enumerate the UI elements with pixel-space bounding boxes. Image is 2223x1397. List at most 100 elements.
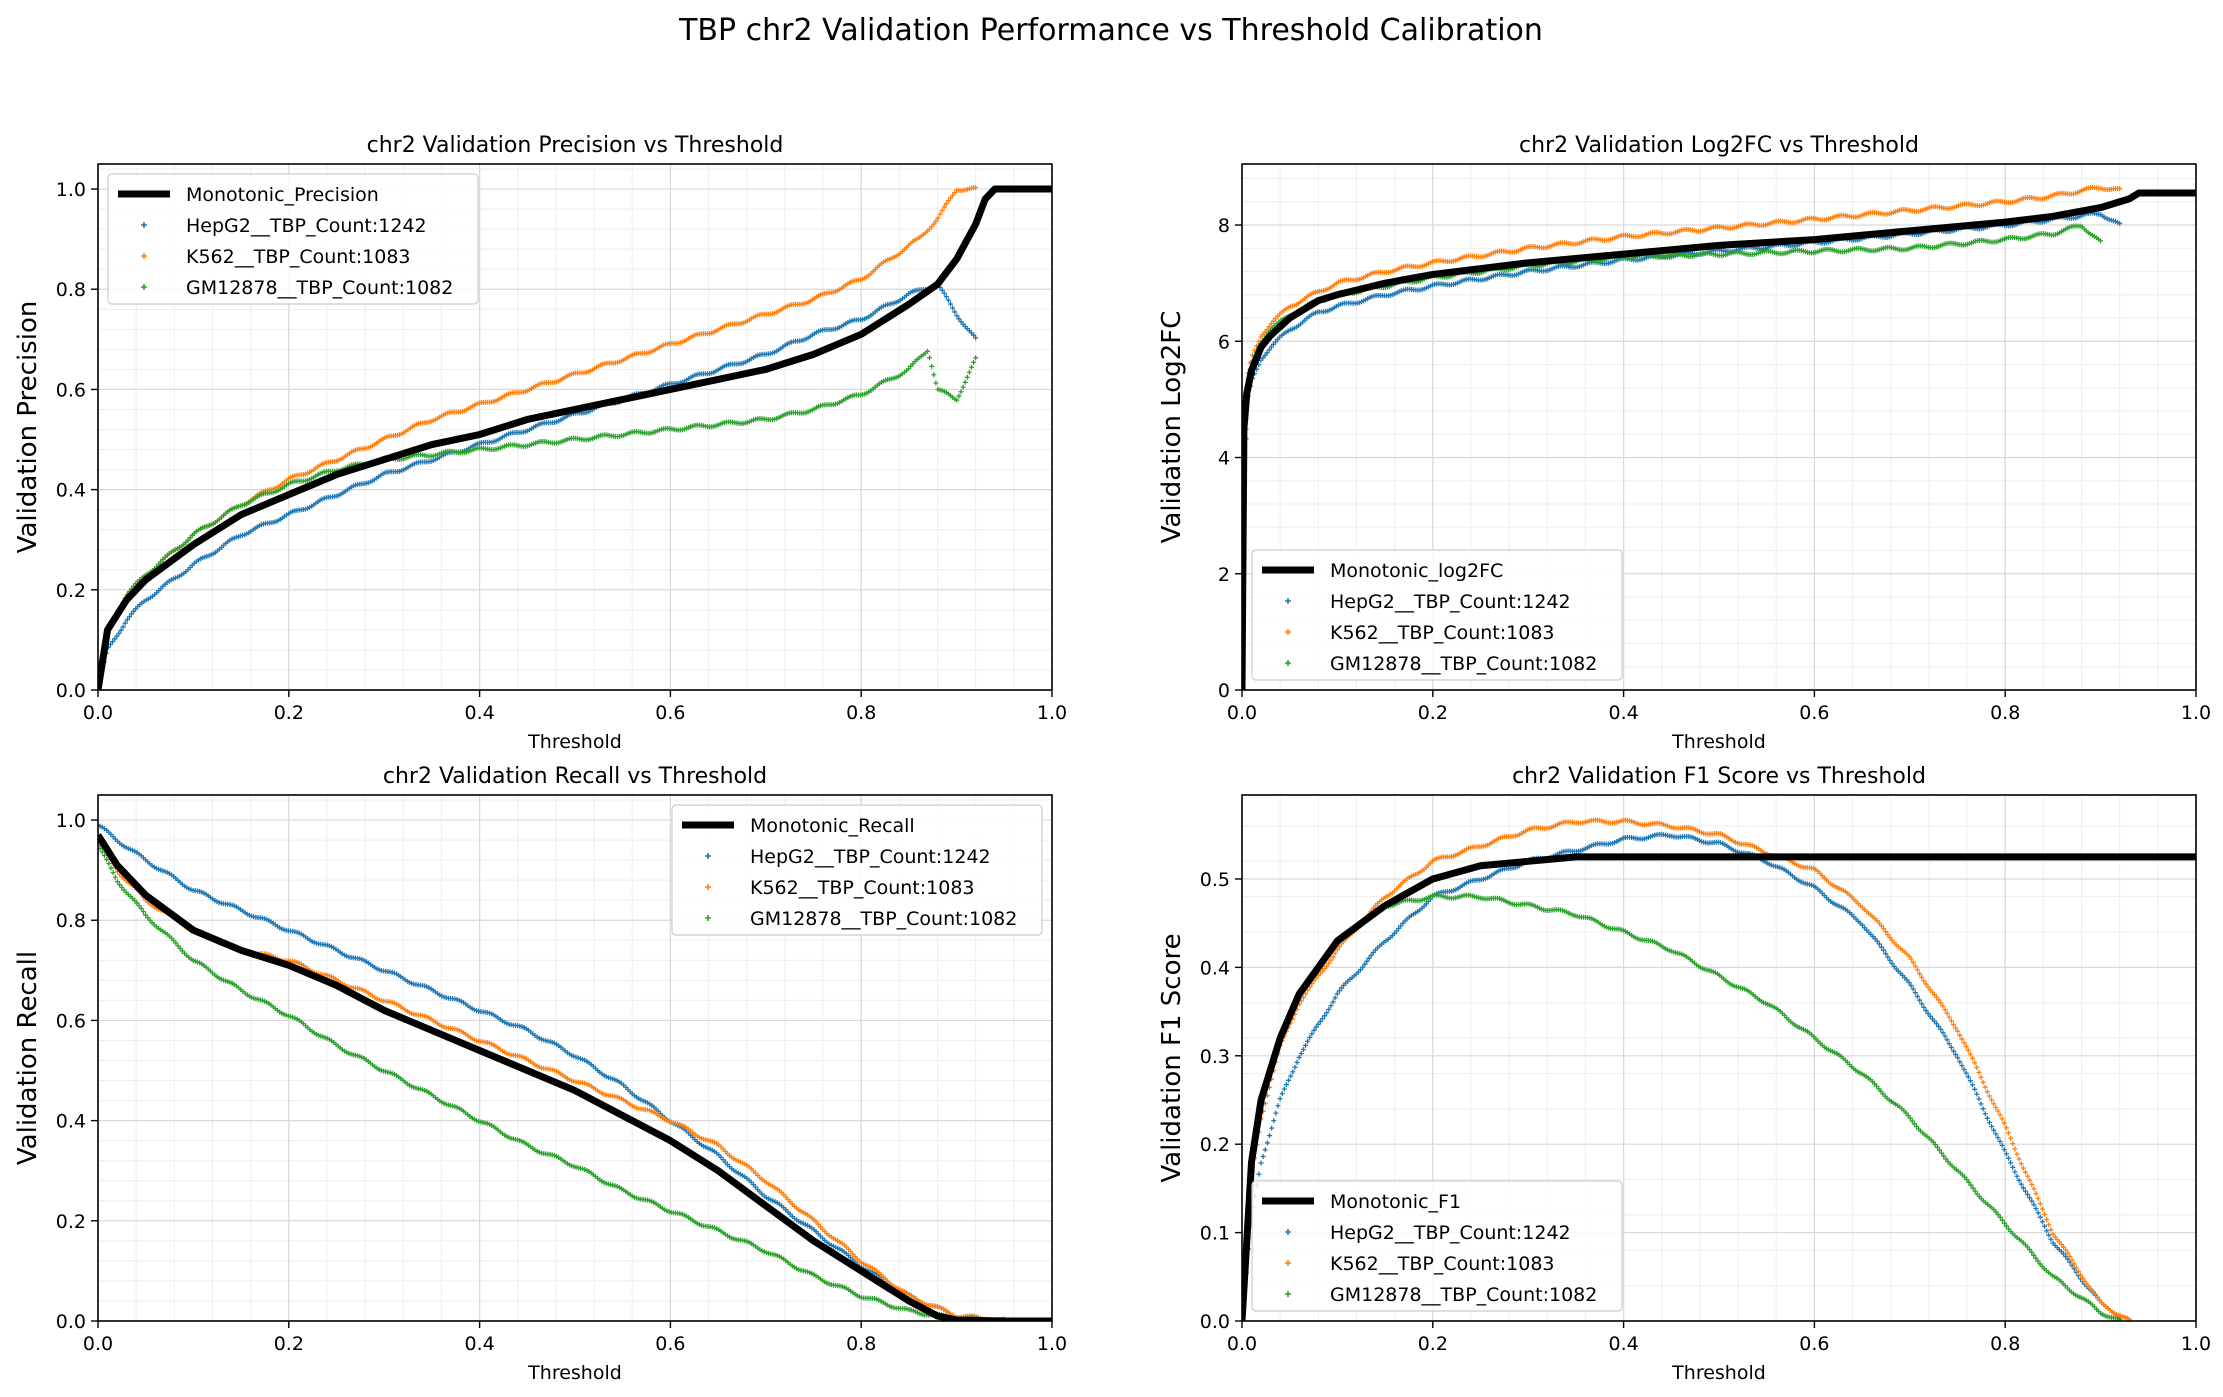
- x-tick-label: 0.0: [1227, 702, 1257, 724]
- legend-box: [671, 804, 1043, 936]
- y-tick-label: 0: [1218, 680, 1230, 702]
- y-tick-label: 0.2: [56, 580, 86, 602]
- y-tick-label: 0.2: [56, 1211, 86, 1233]
- y-tick-label: 0.5: [1200, 869, 1230, 891]
- series-1-points: [98, 282, 979, 690]
- legend-label-monotonic: Monotonic_Recall: [750, 815, 915, 837]
- y-tick-label: 0.3: [1200, 1046, 1230, 1068]
- y-tick-label: 0.4: [56, 1111, 86, 1133]
- subplot-title: chr2 Validation Log2FC vs Threshold: [1519, 133, 1919, 158]
- plot-frame: [1241, 163, 2197, 691]
- series-1: [98, 282, 979, 690]
- x-tick-label: 0.8: [1990, 702, 2020, 724]
- subplot-4: 0.0 0.2 0.4 0.6 0.8 1.0 0.0 0.1 0.2 0.3 0.4 0.5 chr2…: [1157, 764, 2211, 1384]
- y-axis-label: Validation Precision: [13, 301, 43, 554]
- legend-marker-series-3: [705, 915, 711, 921]
- x-tick-label: 0.6: [655, 702, 685, 724]
- x-axis-label: Threshold: [527, 1362, 622, 1384]
- x-axis-label: Threshold: [1671, 1362, 1766, 1384]
- y-tick-label: 0.6: [56, 379, 86, 401]
- legend-label-series-3: GM12878__TBP_Count:1082: [1330, 653, 1597, 675]
- x-tick-label: 0.0: [83, 1333, 113, 1355]
- y-tick-label: 0.0: [1200, 1311, 1230, 1333]
- x-tick-label: 1.0: [2181, 702, 2211, 724]
- y-tick-label: 0.6: [56, 1010, 86, 1032]
- x-tick-label: 0.6: [655, 1333, 685, 1355]
- series-2: [1242, 817, 2132, 1321]
- legend-label-series-2: K562__TBP_Count:1083: [1330, 1253, 1555, 1275]
- x-tick-label: 1.0: [1037, 702, 1067, 724]
- legend-label-monotonic: Monotonic_Precision: [186, 184, 379, 206]
- monotonic-series: [1242, 189, 2196, 690]
- x-tick-label: 0.2: [1418, 1333, 1448, 1355]
- monotonic-line: [1242, 853, 2196, 1321]
- subplot-grid: 0.0 0.2 0.4 0.6 0.8 1.0 0.0 0.2 0.4 0.6 0.8 1.0 chr2…: [13, 133, 2211, 1384]
- monotonic-series: [98, 833, 1052, 1321]
- legend-label-series-1: HepG2__TBP_Count:1242: [750, 846, 991, 868]
- y-tick-label: 6: [1218, 331, 1230, 353]
- x-tick-label: 1.0: [1037, 1333, 1067, 1355]
- monotonic-line: [98, 185, 1052, 690]
- x-tick-label: 0.2: [274, 702, 304, 724]
- legend-box: [1251, 549, 1623, 681]
- legend: Monotonic_Precision HepG2__TBP_Count:1242…: [107, 173, 479, 305]
- y-tick-label: 0.8: [56, 910, 86, 932]
- legend-label-series-3: GM12878__TBP_Count:1082: [186, 277, 453, 299]
- x-tick-label: 0.8: [846, 1333, 876, 1355]
- legend-marker-series-1: [141, 222, 147, 228]
- x-tick-label: 0.4: [1608, 702, 1638, 724]
- legend: Monotonic_F1 HepG2__TBP_Count:1242 K562__T…: [1251, 1180, 1623, 1312]
- monotonic-series: [98, 185, 1052, 690]
- y-tick-label: 0.2: [1200, 1134, 1230, 1156]
- legend-box: [1251, 1180, 1623, 1312]
- subplot-2: 0.0 0.2 0.4 0.6 0.8 1.0 0 2 4 6 8 chr2 Validation L…: [1157, 133, 2211, 753]
- y-tick-label: 0.8: [56, 279, 86, 301]
- y-tick-label: 0.4: [56, 480, 86, 502]
- plot-frame: [97, 163, 1053, 691]
- legend-label-series-2: K562__TBP_Count:1083: [1330, 622, 1555, 644]
- series-3-points: [98, 842, 1007, 1321]
- y-tick-label: 1.0: [56, 179, 86, 201]
- legend-marker-series-1: [1285, 598, 1291, 604]
- legend-marker-series-2: [705, 884, 711, 890]
- legend-marker-series-3: [1285, 660, 1291, 666]
- subplot-3: 0.0 0.2 0.4 0.6 0.8 1.0 0.0 0.2 0.4 0.6 0.8 1.0 chr2…: [13, 764, 1067, 1384]
- legend-marker-series-2: [141, 253, 147, 259]
- subplot-1: 0.0 0.2 0.4 0.6 0.8 1.0 0.0 0.2 0.4 0.6 0.8 1.0 chr2…: [13, 133, 1067, 753]
- legend: Monotonic_log2FC HepG2__TBP_Count:1242 K56…: [1251, 549, 1623, 681]
- x-axis-label: Threshold: [527, 731, 622, 753]
- y-tick-label: 0.4: [1200, 957, 1230, 979]
- legend-label-series-2: K562__TBP_Count:1083: [750, 877, 975, 899]
- monotonic-line: [1242, 189, 2196, 690]
- monotonic-line: [98, 833, 1052, 1321]
- legend: Monotonic_Recall HepG2__TBP_Count:1242 K56…: [671, 804, 1043, 936]
- x-tick-label: 0.6: [1799, 1333, 1829, 1355]
- y-tick-label: 1.0: [56, 810, 86, 832]
- y-tick-label: 8: [1218, 215, 1230, 237]
- legend-marker-series-3: [1285, 1291, 1291, 1297]
- legend-marker-series-1: [705, 853, 711, 859]
- legend-marker-series-3: [141, 284, 147, 290]
- legend-label-series-3: GM12878__TBP_Count:1082: [750, 908, 1017, 930]
- x-tick-label: 0.6: [1799, 702, 1829, 724]
- legend-label-series-2: K562__TBP_Count:1083: [186, 246, 411, 268]
- x-tick-label: 0.8: [846, 702, 876, 724]
- series-2-points: [1242, 185, 2123, 690]
- x-tick-label: 0.2: [1418, 702, 1448, 724]
- legend-marker-series-1: [1285, 1229, 1291, 1235]
- plot-frame: [1241, 794, 2197, 1322]
- x-tick-label: 0.8: [1990, 1333, 2020, 1355]
- subplot-title: chr2 Validation Precision vs Threshold: [367, 133, 784, 158]
- legend-label-series-1: HepG2__TBP_Count:1242: [186, 215, 427, 237]
- x-tick-label: 0.0: [1227, 1333, 1257, 1355]
- series-2: [1242, 185, 2123, 690]
- figure-suptitle: TBP chr2 Validation Performance vs Thres…: [678, 13, 1543, 48]
- legend-label-series-3: GM12878__TBP_Count:1082: [1330, 1284, 1597, 1306]
- series-3: [98, 842, 1007, 1321]
- legend-marker-series-2: [1285, 1260, 1291, 1266]
- y-axis-label: Validation F1 Score: [1157, 933, 1187, 1182]
- y-axis-label: Validation Recall: [13, 951, 43, 1165]
- series-2-points: [1242, 817, 2132, 1321]
- legend-marker-series-2: [1285, 629, 1291, 635]
- x-tick-label: 0.4: [464, 1333, 494, 1355]
